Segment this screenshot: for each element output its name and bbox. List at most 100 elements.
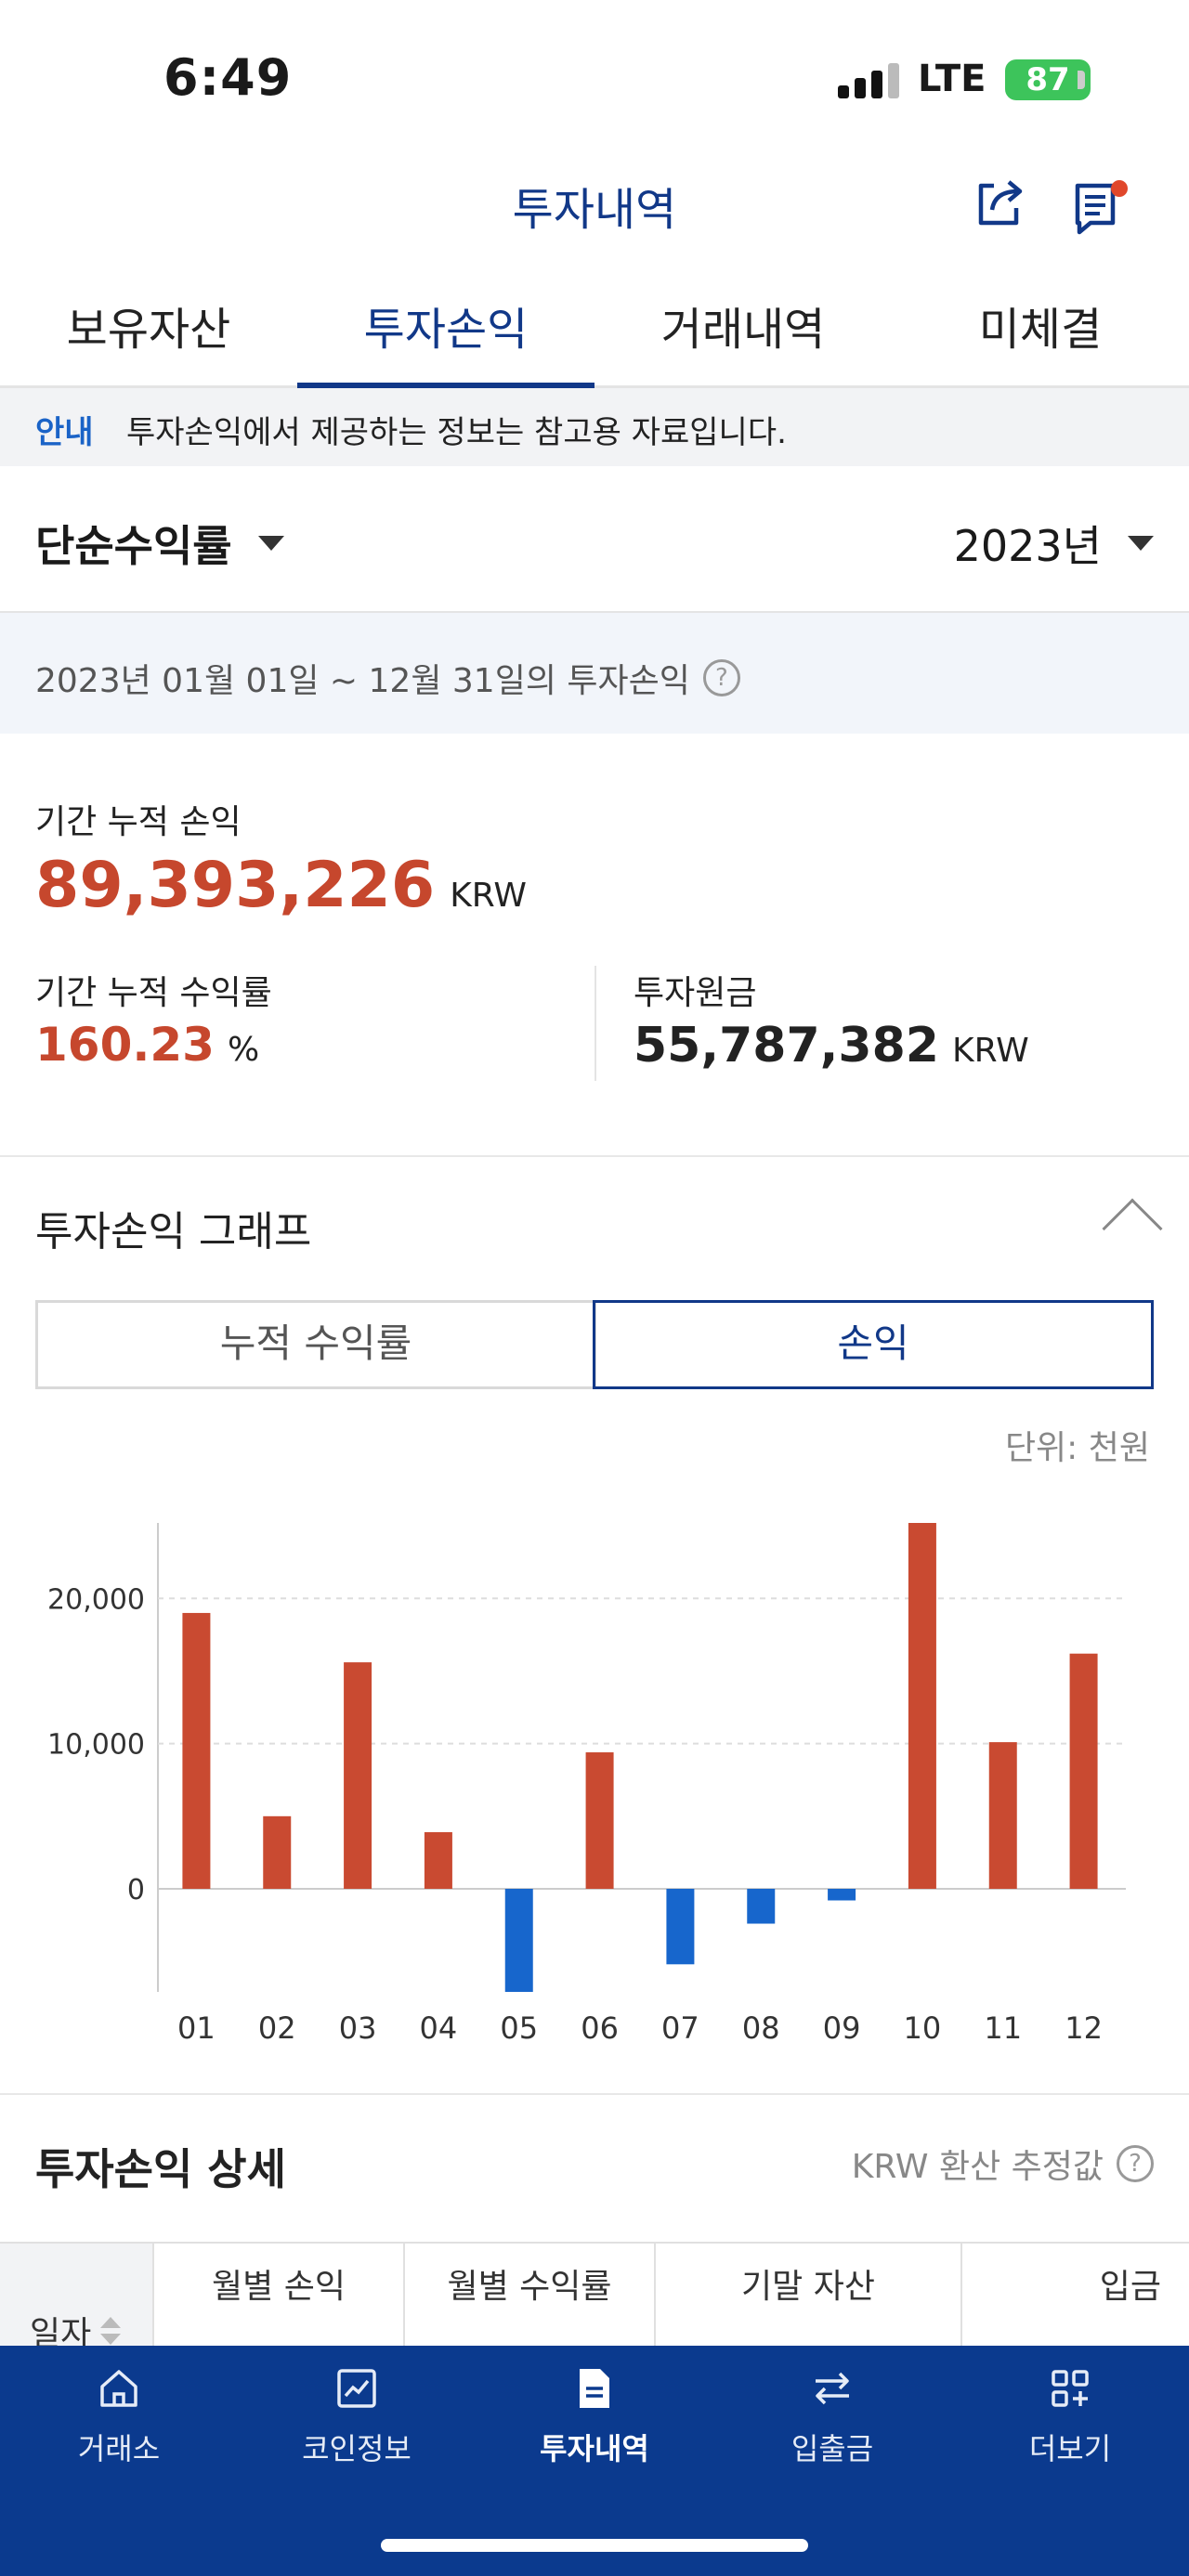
period-bar xyxy=(0,613,1189,734)
col-monthly-rate[interactable]: 월별 수익률 xyxy=(403,2244,654,2346)
nav-label: 코인정보 xyxy=(302,2431,412,2466)
col-end-assets[interactable]: 기말 자산 xyxy=(654,2244,960,2346)
nav-coin-info[interactable]: 코인정보 xyxy=(238,2364,476,2468)
return-type-label: 단순수익률 xyxy=(35,521,232,571)
section-divider xyxy=(0,1155,1189,1157)
info-text: 투자손익에서 제공하는 정보는 참고용 자료입니다. xyxy=(126,414,787,451)
principal: 55,787,382 KRW xyxy=(634,1018,1029,1073)
nav-label: 거래소 xyxy=(77,2431,161,2466)
nav-label: 투자내역 xyxy=(540,2431,649,2466)
x-tick-label: 10 xyxy=(904,2010,942,2046)
document-icon xyxy=(580,2369,609,2408)
cum-rate-value: 160.23 xyxy=(35,1018,215,1072)
bar xyxy=(988,1742,1017,1889)
pnl-bar-chart: 0 10,000 20,000 01 02 03 04 05 06 07 08 09 10 11 12 xyxy=(47,1523,1126,2046)
nav-exchange[interactable]: 거래소 xyxy=(0,2364,238,2468)
bar xyxy=(182,1612,211,1889)
bar xyxy=(585,1752,614,1889)
bar xyxy=(344,1662,372,1889)
network-type: LTE xyxy=(918,58,986,100)
bar xyxy=(424,1832,452,1889)
date-column-header[interactable] xyxy=(0,2244,152,2346)
home-indicator xyxy=(381,2539,808,2552)
bar xyxy=(1069,1653,1098,1889)
principal-unit: KRW xyxy=(951,1032,1029,1070)
nav-deposit-withdraw[interactable]: 입출금 xyxy=(713,2364,951,2468)
help-icon[interactable]: ? xyxy=(702,659,740,696)
divider xyxy=(0,611,1189,613)
chevron-down-icon xyxy=(1128,536,1154,551)
chevron-down-icon xyxy=(257,536,284,551)
detail-title: 투자손익 상세 xyxy=(35,2144,286,2194)
bar xyxy=(828,1888,856,1901)
cum-rate-label: 기간 누적 수익률 xyxy=(35,974,272,1012)
y-tick-label: 0 xyxy=(127,1874,145,1906)
principal-label: 투자원금 xyxy=(634,974,757,1012)
battery-tip xyxy=(1078,71,1085,89)
x-tick-label: 06 xyxy=(581,2010,619,2046)
status-time: 6:49 xyxy=(163,48,293,107)
bar xyxy=(908,1523,936,1889)
year-label: 2023년 xyxy=(953,521,1102,571)
notification-badge xyxy=(1111,180,1128,197)
principal-value: 55,787,382 xyxy=(634,1018,939,1073)
more-grid-icon xyxy=(1052,2370,1089,2407)
segment-cum-rate[interactable]: 누적 수익률 xyxy=(35,1300,596,1389)
tab-bar: 보유자산 투자손익 거래내역 미체결 xyxy=(0,279,1189,388)
period-text: 2023년 01월 01일 ~ 12월 31일의 투자손익 ? xyxy=(35,654,740,702)
unit-note: 단위: 천원 xyxy=(1004,1429,1150,1467)
nav-investment-history[interactable]: 투자내역 xyxy=(476,2364,713,2468)
x-tick-label: 07 xyxy=(661,2010,699,2046)
graph-title: 투자손익 그래프 xyxy=(35,1208,312,1255)
bar xyxy=(666,1888,695,1965)
chevron-up-icon[interactable] xyxy=(1102,1198,1163,1259)
y-tick-label: 10,000 xyxy=(47,1729,145,1762)
sort-icon xyxy=(100,2317,122,2345)
return-type-dropdown[interactable]: 단순수익률 xyxy=(35,513,284,574)
cum-pnl-value: 89,393,226 xyxy=(35,849,436,922)
home-icon xyxy=(100,2370,137,2407)
nav-more[interactable]: 더보기 xyxy=(951,2364,1189,2468)
x-tick-label: 02 xyxy=(258,2010,296,2046)
cum-pnl: 89,393,226 KRW xyxy=(35,849,527,922)
cum-pnl-unit: KRW xyxy=(450,877,527,915)
x-tick-label: 08 xyxy=(742,2010,780,2046)
x-tick-label: 12 xyxy=(1065,2010,1103,2046)
nav-label: 입출금 xyxy=(790,2431,874,2466)
cum-pnl-label: 기간 누적 손익 xyxy=(35,803,242,841)
info-bar xyxy=(0,388,1189,466)
cum-rate: 160.23 % xyxy=(35,1018,259,1072)
battery-icon: 87 xyxy=(1005,59,1091,100)
detail-note: KRW 환산 추정값 ? xyxy=(852,2140,1154,2188)
nav-label: 더보기 xyxy=(1028,2431,1112,2466)
bar xyxy=(747,1888,776,1924)
tab-holdings[interactable]: 보유자산 xyxy=(66,304,231,356)
info-tag: 안내 xyxy=(35,414,94,451)
signal-icon xyxy=(838,61,899,98)
bar xyxy=(263,1815,292,1889)
help-icon[interactable]: ? xyxy=(1117,2145,1154,2182)
x-tick-label: 11 xyxy=(984,2010,1022,2046)
col-deposit[interactable]: 입금 xyxy=(960,2244,1189,2346)
y-tick-label: 20,000 xyxy=(47,1583,145,1616)
tab-profit-loss[interactable]: 투자손익 xyxy=(297,279,594,388)
page-title: 투자내역 xyxy=(512,184,677,236)
x-tick-label: 01 xyxy=(177,2010,216,2046)
divider xyxy=(594,966,596,1081)
tab-transactions[interactable]: 거래내역 xyxy=(660,304,826,356)
period-label: 2023년 01월 01일 ~ 12월 31일의 투자손익 xyxy=(35,662,690,700)
bar xyxy=(504,1888,533,1992)
x-tick-label: 03 xyxy=(339,2010,377,2046)
segment-pnl[interactable]: 손익 xyxy=(593,1300,1154,1389)
year-dropdown[interactable]: 2023년 xyxy=(954,513,1154,574)
x-tick-label: 09 xyxy=(823,2010,861,2046)
x-tick-label: 05 xyxy=(500,2010,538,2046)
tab-unfilled[interactable]: 미체결 xyxy=(978,304,1103,356)
share-icon[interactable] xyxy=(970,173,1029,232)
transfer-icon xyxy=(816,2372,849,2405)
section-divider xyxy=(0,2093,1189,2095)
col-monthly-pnl[interactable]: 월별 손익 xyxy=(152,2244,403,2346)
table-top-border xyxy=(0,2242,1189,2244)
chart-icon xyxy=(337,2369,376,2408)
detail-note-text: KRW 환산 추정값 xyxy=(851,2148,1104,2186)
